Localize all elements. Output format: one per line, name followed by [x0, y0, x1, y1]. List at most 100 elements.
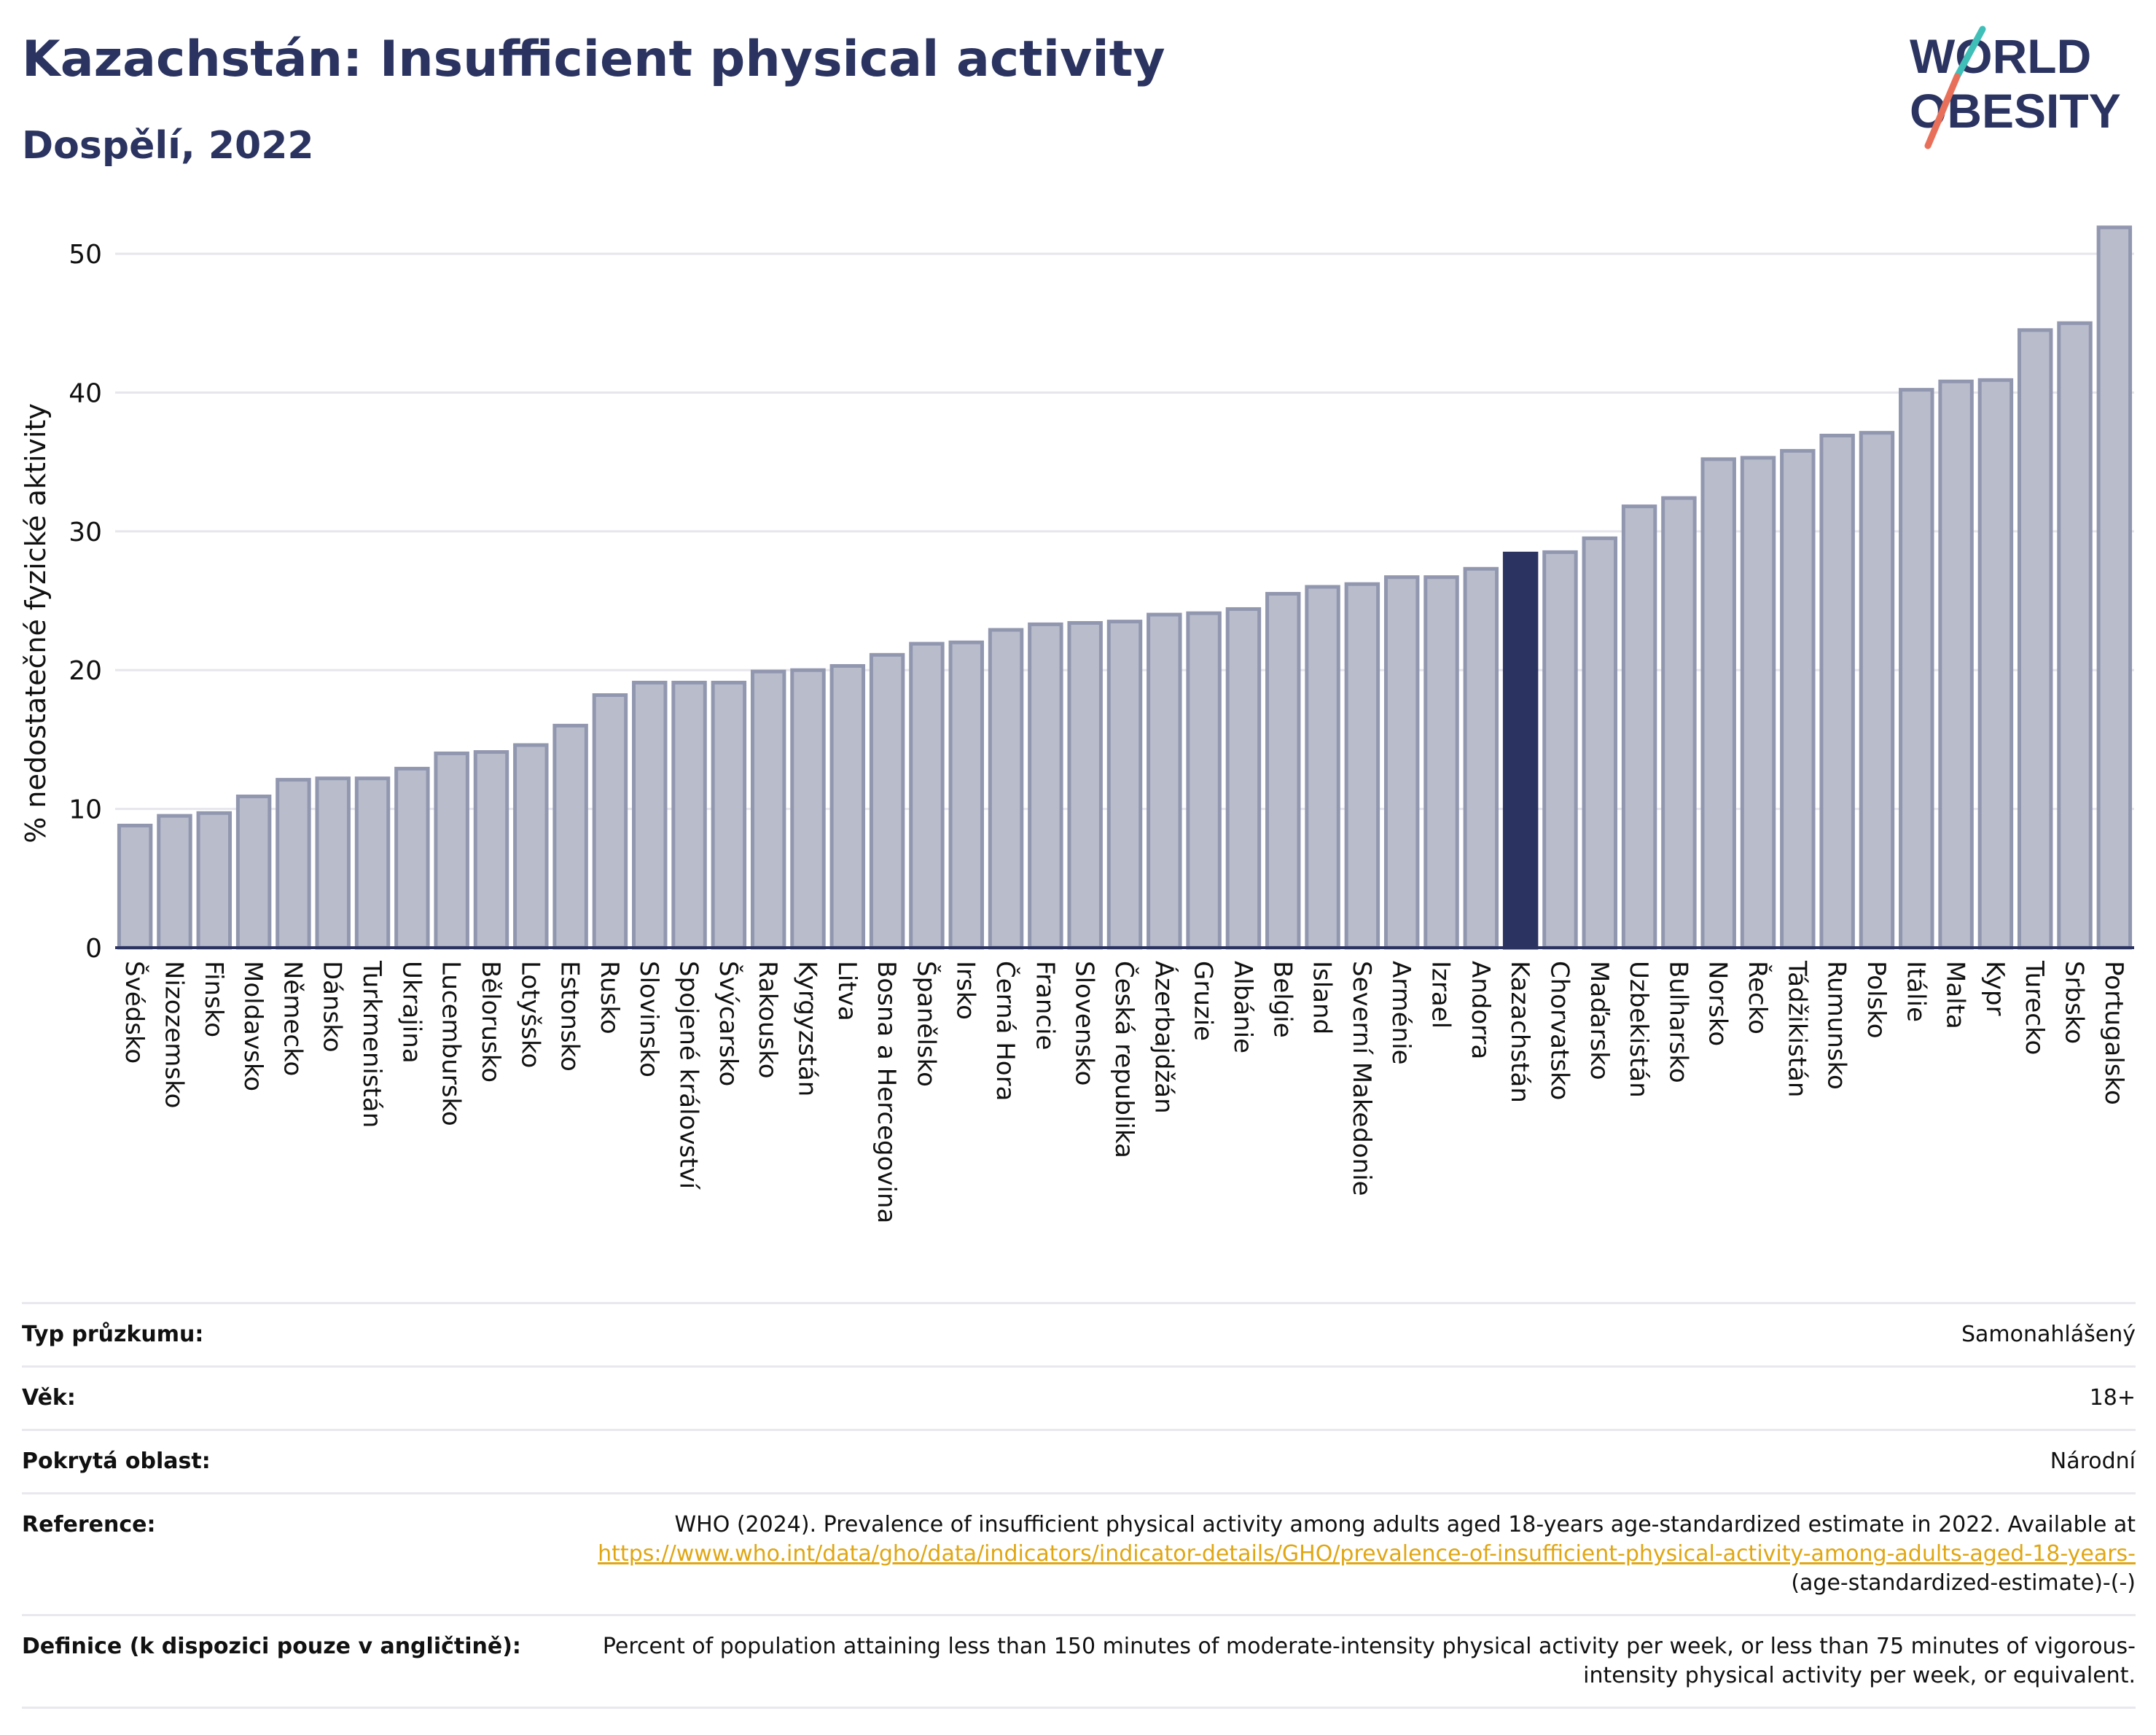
x-tick-label: Slovinsko	[634, 961, 663, 1077]
bar	[276, 778, 311, 950]
y-axis-ticks: 0 10 20 30 40 50	[69, 240, 102, 964]
meta-row-age: Věk: 18+	[22, 1365, 2136, 1429]
logo-line-1: WORLD	[1910, 29, 2091, 83]
age-value: 18+	[2089, 1385, 2136, 1411]
definition-label: Definice (k dispozici pouze v angličtině…	[22, 1634, 521, 1659]
bar	[117, 823, 153, 950]
x-tick-label: Lotyšsko	[515, 961, 544, 1068]
x-tick-label: Ukrajina	[397, 961, 426, 1064]
y-tick-label: 50	[69, 240, 102, 270]
bar	[1383, 575, 1420, 950]
bar	[909, 642, 945, 950]
age-label: Věk:	[22, 1385, 76, 1411]
bar	[196, 811, 233, 950]
x-tick-label: Kypr	[1980, 961, 2009, 1016]
bar	[1582, 536, 1617, 950]
logo-accent-teal	[1953, 26, 1986, 80]
bar	[1423, 575, 1459, 950]
x-tick-label: Irsko	[951, 961, 980, 1020]
reference-link[interactable]: https://www.who.int/data/gho/data/indica…	[598, 1541, 2136, 1567]
x-tick-label: Tádžikistán	[1782, 960, 1811, 1097]
bar	[2096, 225, 2133, 950]
x-tick-label: Andorra	[1466, 961, 1495, 1059]
bar	[1740, 456, 1776, 950]
x-tick-label: Lucembursko	[437, 961, 466, 1126]
coverage-value: Národní	[2050, 1449, 2136, 1474]
x-tick-label: Severní Makedonie	[1347, 961, 1376, 1196]
x-tick-label: Česká republika	[1109, 961, 1139, 1158]
x-tick-label: Kazachstán	[1505, 961, 1534, 1103]
bar	[1700, 457, 1736, 950]
x-tick-label: Polsko	[1862, 961, 1891, 1039]
x-tick-label: Estonsko	[555, 961, 585, 1072]
bar	[1899, 388, 1934, 950]
bar	[1621, 504, 1657, 950]
bar	[750, 669, 786, 950]
bar	[1463, 566, 1499, 950]
x-tick-label: Kyrgyzstán	[792, 961, 821, 1096]
reference-suffix: (age-standardized-estimate)-(-)	[1791, 1570, 2136, 1596]
bar	[869, 652, 905, 950]
x-tick-label: Srbsko	[2060, 961, 2089, 1044]
bar	[1819, 433, 1855, 950]
bar	[315, 776, 351, 950]
bar	[711, 680, 747, 950]
x-tick-label: Nizozemsko	[159, 961, 188, 1108]
x-tick-label: Arménie	[1386, 961, 1415, 1065]
x-tick-label: Norsko	[1703, 961, 1733, 1046]
definition-value: Percent of population attaining less tha…	[602, 1634, 2136, 1688]
bar	[157, 814, 192, 950]
bar	[2017, 328, 2053, 950]
reference-text: WHO (2024). Prevalence of insufficient p…	[674, 1512, 2136, 1537]
bar	[1186, 611, 1222, 950]
bar	[1067, 621, 1103, 950]
bar	[1780, 448, 1816, 950]
bar	[354, 776, 391, 950]
x-tick-label: Švédsko	[120, 961, 149, 1064]
page-subtitle: Dospělí, 2022	[22, 124, 314, 168]
x-tick-label: Černá Hora	[991, 961, 1020, 1101]
x-tick-label: Turkmenistán	[357, 960, 386, 1128]
x-tick-label: Řecko	[1743, 961, 1773, 1034]
y-tick-label: 30	[69, 518, 102, 547]
bar	[1977, 378, 2014, 950]
metadata-table: Typ průzkumu: Samonahlášený Věk: 18+ Pok…	[22, 1302, 2136, 1709]
x-tick-label: Ázerbajdžán	[1149, 961, 1179, 1114]
y-tick-label: 40	[69, 378, 102, 408]
bar	[1344, 582, 1380, 950]
bar	[513, 743, 549, 950]
bar	[1661, 496, 1697, 950]
bar	[592, 693, 628, 950]
x-tick-label: Litva	[832, 961, 862, 1021]
x-tick-label: Německo	[278, 961, 307, 1076]
chart-bars	[117, 225, 2133, 950]
x-tick-label: Bosna a Hercegovina	[872, 961, 901, 1223]
bar	[671, 680, 707, 950]
bar	[473, 750, 509, 950]
y-tick-label: 20	[69, 656, 102, 686]
x-tick-label: Spojené království	[674, 961, 703, 1190]
meta-row-coverage: Pokrytá oblast: Národní	[22, 1429, 2136, 1492]
y-axis-label: % nedostatečné fyzické aktivity	[20, 403, 52, 843]
x-axis-labels: Švédsko Nizozemsko Finsko Moldavsko Německo D…	[120, 960, 2128, 1223]
bar	[632, 680, 668, 950]
x-tick-label: Francie	[1030, 961, 1059, 1050]
bar-chart: 0 10 20 30 40 50 % nedostatečné fyzické aktiv…	[20, 225, 2134, 1223]
x-tick-label: Izrael	[1426, 961, 1456, 1029]
x-tick-label: Chorvatsko	[1544, 961, 1574, 1100]
x-tick-label: Albánie	[1228, 961, 1257, 1053]
meta-row-reference: Reference: WHO (2024). Prevalence of ins…	[22, 1492, 2136, 1614]
x-tick-label: Dánsko	[318, 961, 347, 1053]
x-tick-label: Bělorusko	[476, 961, 505, 1083]
bar	[1028, 622, 1063, 950]
x-tick-label: Itálie	[1901, 961, 1930, 1022]
y-tick-label: 10	[69, 795, 102, 825]
bar	[2057, 321, 2093, 950]
y-tick-label: 0	[85, 934, 102, 964]
x-tick-label: Švýcarsko	[714, 961, 743, 1086]
bar	[1859, 431, 1895, 950]
meta-row-definition: Definice (k dispozici pouze v angličtině…	[22, 1614, 2136, 1709]
x-tick-label: Uzbekistán	[1624, 961, 1653, 1098]
x-tick-label: Rakousko	[753, 961, 782, 1079]
bar	[1147, 612, 1182, 950]
